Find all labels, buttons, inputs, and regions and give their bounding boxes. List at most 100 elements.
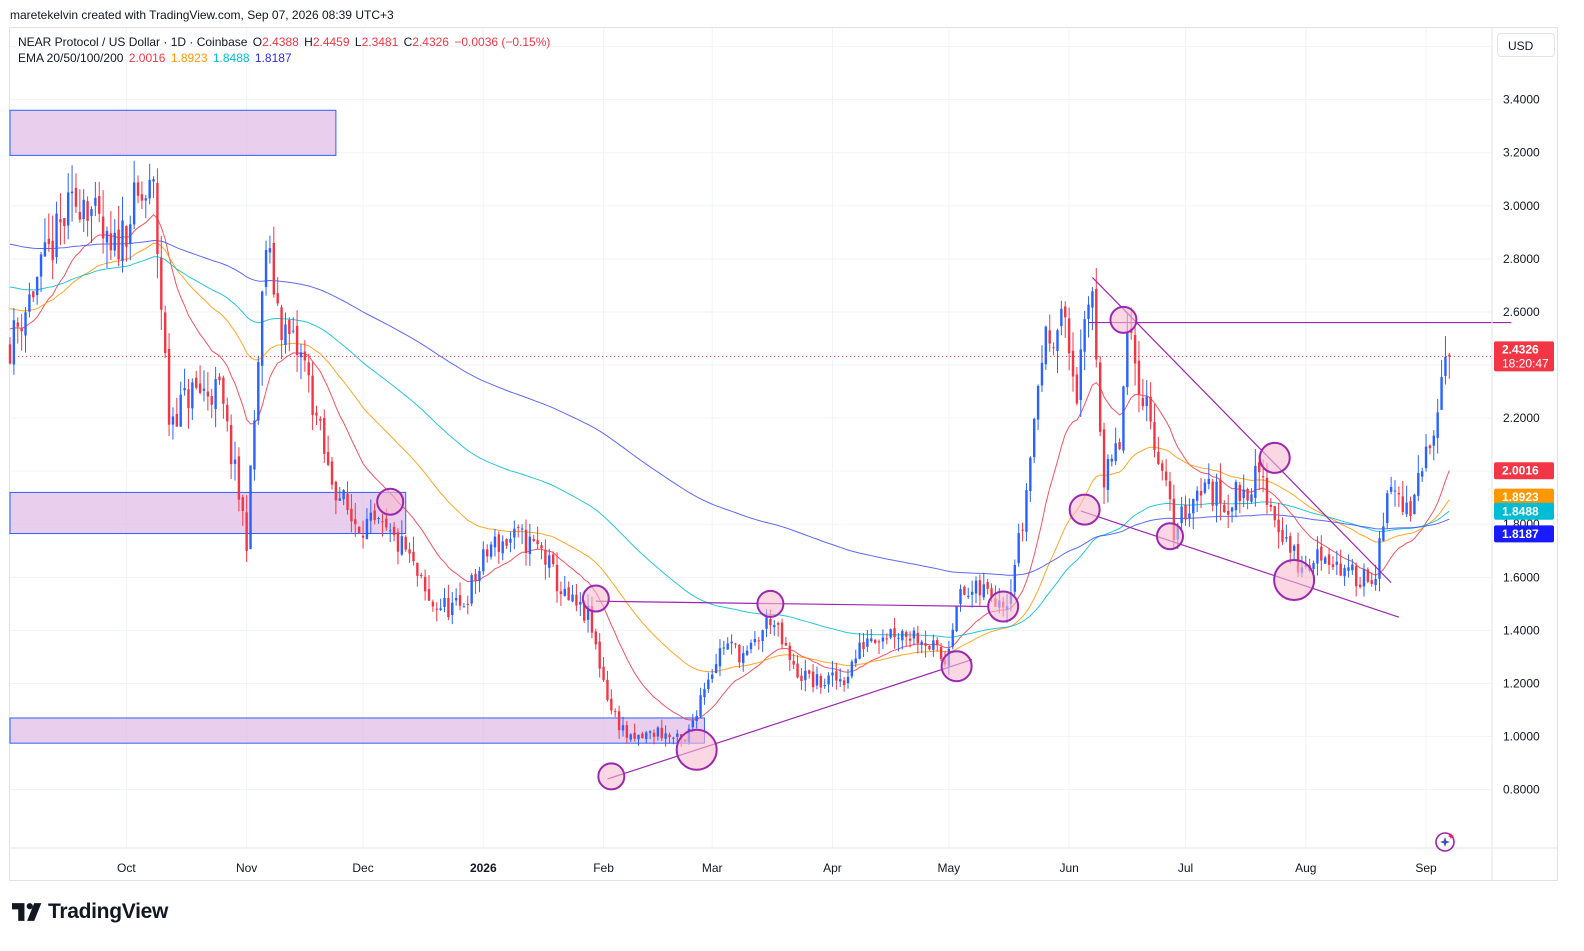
legend-ema50: 1.8923 xyxy=(170,51,208,65)
candle-body xyxy=(288,319,291,335)
candle-body xyxy=(70,191,74,194)
candle-body xyxy=(101,216,105,239)
candle-body xyxy=(753,638,757,643)
candle-body xyxy=(1033,418,1036,458)
candle-body xyxy=(773,625,776,628)
legend-h-label: H xyxy=(304,35,313,49)
legend-symbol[interactable]: NEAR Protocol / US Dollar · 1D · Coinbas… xyxy=(18,35,248,49)
candle-body xyxy=(1207,478,1210,485)
candle-body xyxy=(1281,529,1284,542)
candle-body xyxy=(1261,476,1265,478)
candle-body xyxy=(904,632,908,637)
ema100-tag-box xyxy=(1494,502,1554,520)
candle-body xyxy=(908,638,912,641)
candle-body xyxy=(1013,565,1017,592)
candle-body xyxy=(1106,459,1110,490)
ema200-tag: 1.8187 xyxy=(1502,527,1539,541)
legend-open: 2.4388 xyxy=(262,35,299,49)
last-price-tag-box xyxy=(1494,341,1554,372)
candle-body xyxy=(1242,489,1245,499)
candle-body xyxy=(1025,490,1028,532)
candle-body xyxy=(1083,319,1086,352)
last-price-tag: 2.4326 xyxy=(1502,342,1539,356)
candle-body xyxy=(524,529,528,554)
pattern-circle xyxy=(940,650,973,683)
candle-body xyxy=(776,623,780,625)
candle-body xyxy=(1137,360,1141,395)
candle-body xyxy=(206,391,210,397)
y-tick-label: 3.0000 xyxy=(1503,199,1540,213)
candle-body xyxy=(156,182,159,255)
trend-line xyxy=(607,659,973,780)
candle-body xyxy=(1087,304,1090,320)
candle-body xyxy=(35,276,39,296)
legend-o-label: O xyxy=(252,35,263,49)
legend-ema-row: EMA 20/50/100/200 2.0016 1.8923 1.8488 1… xyxy=(18,51,294,65)
ema-20-line xyxy=(9,214,1450,721)
candle-body xyxy=(660,727,663,739)
candle-body xyxy=(823,685,826,687)
x-tick-label: Sep xyxy=(1415,861,1437,875)
trend-line xyxy=(1080,510,1400,618)
candle-body xyxy=(1327,554,1331,565)
candle-body xyxy=(901,631,904,641)
candle-body xyxy=(850,661,854,677)
candle-body xyxy=(260,291,264,366)
candle-body xyxy=(610,698,613,711)
candle-body xyxy=(98,196,101,214)
candle-body xyxy=(784,642,788,646)
tradingview-logo[interactable]: TradingView xyxy=(12,900,168,924)
supply-demand-zone xyxy=(9,717,705,744)
candle-body xyxy=(478,571,481,582)
candle-body xyxy=(66,192,70,226)
candle-body xyxy=(458,595,462,606)
candle-body xyxy=(493,536,497,548)
candle-body xyxy=(1172,498,1176,541)
candle-body xyxy=(567,587,570,601)
candle-body xyxy=(1420,471,1424,477)
legend-ema-label[interactable]: EMA 20/50/100/200 xyxy=(18,51,124,65)
candle-body xyxy=(326,451,330,465)
candle-body xyxy=(1389,486,1393,492)
candle-body xyxy=(1098,362,1102,432)
currency-button[interactable]: USD xyxy=(1497,33,1555,57)
candle-body xyxy=(163,312,167,354)
ema200-tag-box xyxy=(1494,525,1554,543)
candle-body xyxy=(1064,306,1067,318)
y-tick-label: 3.4000 xyxy=(1503,93,1540,107)
candle-body xyxy=(179,394,182,427)
candle-body xyxy=(1289,536,1292,553)
candle-body xyxy=(606,679,609,700)
candle-body xyxy=(765,617,768,629)
candle-body xyxy=(978,580,982,596)
candle-body xyxy=(1405,502,1408,515)
sparkle-icon[interactable] xyxy=(1432,829,1458,855)
candle-body xyxy=(373,510,376,520)
candle-body xyxy=(1277,519,1280,533)
candle-body xyxy=(241,497,244,511)
legend-high: 2.4459 xyxy=(312,35,350,49)
candle-body xyxy=(229,425,233,465)
candle-body xyxy=(392,526,396,536)
candle-body xyxy=(1168,481,1172,500)
candle-body xyxy=(167,348,171,425)
candle-body xyxy=(835,671,838,681)
candle-body xyxy=(598,641,601,669)
candle-body xyxy=(117,229,120,260)
candle-body xyxy=(1269,504,1273,508)
tradingview-logo-text: TradingView xyxy=(48,900,169,923)
candle-body xyxy=(1413,494,1416,515)
candle-body xyxy=(842,680,846,685)
candle-body xyxy=(827,675,830,685)
candle-body xyxy=(1157,451,1160,465)
candle-body xyxy=(299,352,303,358)
candle-body xyxy=(330,461,334,485)
candle-body xyxy=(559,591,563,595)
candle-body xyxy=(1440,376,1443,410)
candle-body xyxy=(854,658,857,664)
candle-body xyxy=(757,640,760,642)
candle-body xyxy=(551,554,555,565)
candle-body xyxy=(730,641,733,644)
candle-body xyxy=(1428,445,1432,449)
